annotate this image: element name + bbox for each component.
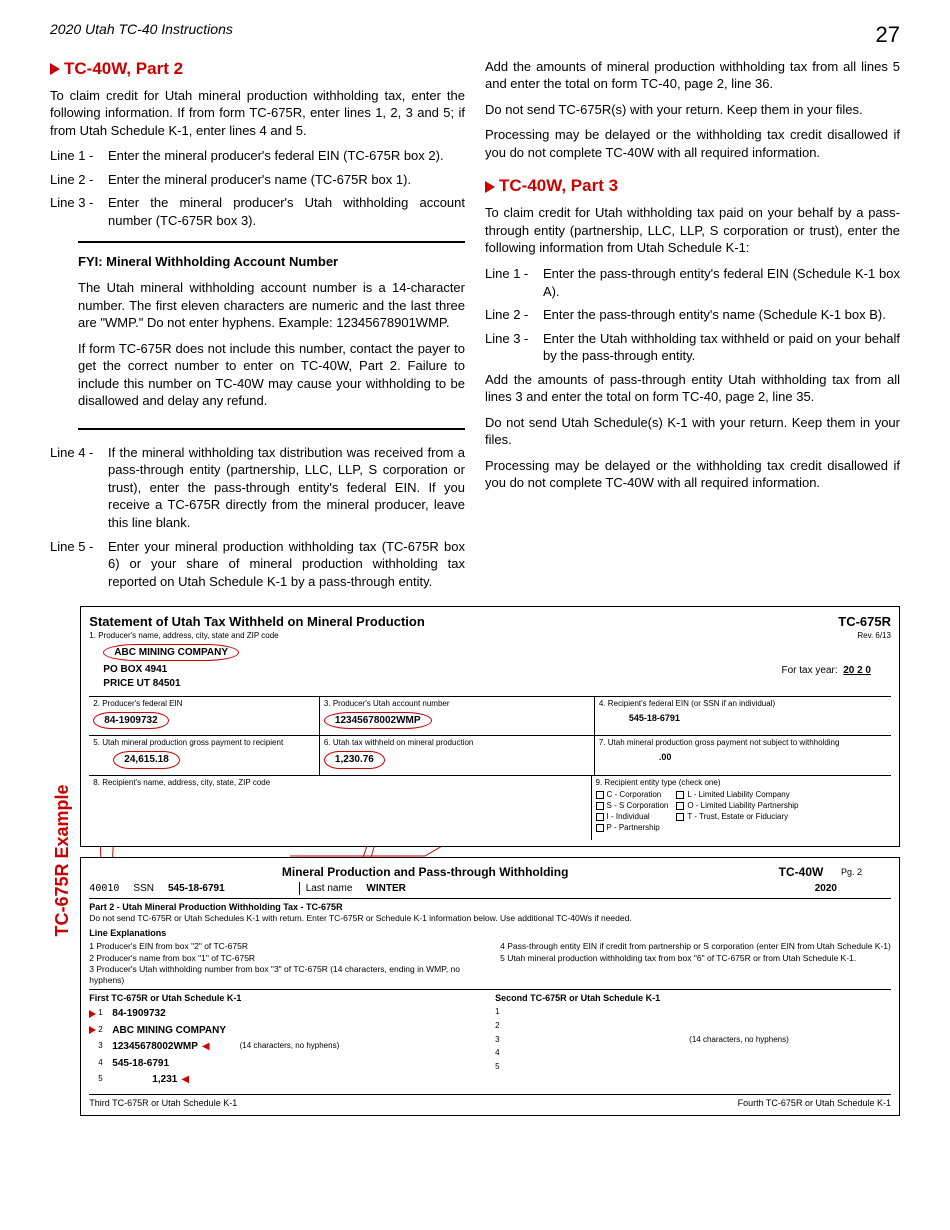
tc675r-code: TC-675R xyxy=(761,613,891,631)
line5-text: Enter your mineral production withholdin… xyxy=(108,538,465,591)
tc40w-pg: Pg. 2 xyxy=(841,866,891,878)
p3-line2-text: Enter the pass-through entity's name (Sc… xyxy=(543,306,900,324)
form-tc675r: Statement of Utah Tax Withheld on Minera… xyxy=(80,606,900,846)
line3-label: Line 3 - xyxy=(50,194,108,229)
p3-line1-label: Line 1 - xyxy=(485,265,543,300)
expl-r2: 5 Utah mineral production withholding ta… xyxy=(500,953,891,964)
fourth-hdr: Fourth TC-675R or Utah Schedule K-1 xyxy=(738,1097,891,1109)
box7-val: .00 xyxy=(659,752,672,762)
box2-label: 2. Producer's federal EIN xyxy=(93,699,315,710)
p3-line3-text: Enter the Utah withholding tax withheld … xyxy=(543,330,900,365)
tc40w-formcode: 40010 xyxy=(89,882,119,896)
part2-label: Part 2 - Utah Mineral Production Withhol… xyxy=(89,898,891,913)
entry-l3: 12345678002WMP xyxy=(112,1040,198,1054)
p3-line2-label: Line 2 - xyxy=(485,306,543,324)
box4-label: 4. Recipient's federal EIN (or SSN if an… xyxy=(599,699,887,710)
box6-label: 6. Utah tax withheld on mineral producti… xyxy=(324,738,590,749)
expl-r1: 4 Pass-through entity EIN if credit from… xyxy=(500,941,891,952)
right-p5: Do not send Utah Schedule(s) K-1 with yo… xyxy=(485,414,900,449)
entry-l2: ABC MINING COMPANY xyxy=(112,1024,226,1038)
box2-val: 84-1909732 xyxy=(93,712,168,730)
ssn-val: 545-18-6791 xyxy=(168,882,225,896)
example-label: TC-675R Example xyxy=(50,606,74,1116)
box5-label: 5. Utah mineral production gross payment… xyxy=(93,738,315,749)
tc40w-title: Mineral Production and Pass-through With… xyxy=(89,864,761,880)
box9-label: 9. Recipient entity type (check one) xyxy=(596,778,887,789)
line5-label: Line 5 - xyxy=(50,538,108,591)
entity-s: S - S Corporation xyxy=(607,801,669,810)
entry-l4: 545-18-6791 xyxy=(112,1057,169,1071)
part3-intro: To claim credit for Utah withholding tax… xyxy=(485,204,900,257)
entity-o: O - Limited Liability Partnership xyxy=(687,801,798,810)
entity-p: P - Partnership xyxy=(607,823,660,832)
expl-l1: 1 Producer's EIN from box "2" of TC-675R xyxy=(89,941,480,952)
doc-title: 2020 Utah TC-40 Instructions xyxy=(50,20,233,50)
box5-val: 24,615.18 xyxy=(113,751,180,769)
part2-intro: To claim credit for Utah mineral product… xyxy=(50,87,465,140)
second-hdr: Second TC-675R or Utah Schedule K-1 xyxy=(495,992,891,1004)
triangle-icon xyxy=(50,63,60,75)
lastname-label: Last name xyxy=(299,882,353,896)
entry-l5: 1,231 xyxy=(152,1073,177,1087)
line4-label: Line 4 - xyxy=(50,444,108,532)
expl-l3: 3 Producer's Utah withholding number fro… xyxy=(89,964,480,987)
box8-label: 8. Recipient's name, address, city, stat… xyxy=(93,778,586,789)
ssn-label: SSN xyxy=(133,882,154,896)
taxyear-label: For tax year: xyxy=(781,665,837,676)
box1-label: 1. Producer's name, address, city, state… xyxy=(89,631,425,642)
box6-val: 1,230.76 xyxy=(324,751,385,769)
tc40w-code: TC-40W xyxy=(761,864,841,880)
box7-label: 7. Utah mineral production gross payment… xyxy=(599,738,887,749)
line4-text: If the mineral withholding tax distribut… xyxy=(108,444,465,532)
box3-label: 3. Producer's Utah account number xyxy=(324,699,590,710)
form-tc40w: Mineral Production and Pass-through With… xyxy=(80,857,900,1116)
entry-l1: 84-1909732 xyxy=(112,1007,165,1021)
entity-i: I - Individual xyxy=(607,812,650,821)
line2-text: Enter the mineral producer's name (TC-67… xyxy=(108,171,465,189)
third-hdr: Third TC-675R or Utah Schedule K-1 xyxy=(89,1097,237,1109)
lastname-val: WINTER xyxy=(366,882,405,896)
p3-line3-label: Line 3 - xyxy=(485,330,543,365)
fyi-p2: If form TC-675R does not include this nu… xyxy=(78,340,465,410)
expl-title: Line Explanations xyxy=(89,927,891,939)
entity-l: L - Limited Liability Company xyxy=(687,790,789,799)
part2-note: Do not send TC-675R or Utah Schedules K-… xyxy=(89,913,891,924)
right-p6: Processing may be delayed or the withhol… xyxy=(485,457,900,492)
arrow-icon xyxy=(89,1026,96,1034)
section-tc40w-part3: TC-40W, Part 3 xyxy=(485,175,900,198)
triangle-icon xyxy=(485,181,495,193)
right-p4: Add the amounts of pass-through entity U… xyxy=(485,371,900,406)
fyi-title: FYI: Mineral Withholding Account Number xyxy=(78,253,465,271)
tc40w-year: 2020 xyxy=(815,882,837,896)
entity-t: T - Trust, Estate or Fiduciary xyxy=(687,812,788,821)
producer-addr1: PO BOX 4941 xyxy=(103,663,425,677)
box3-val: 12345678002WMP xyxy=(324,712,432,730)
section-tc40w-part2: TC-40W, Part 2 xyxy=(50,58,465,81)
arrow-icon xyxy=(89,1010,96,1018)
p3-line1-text: Enter the pass-through entity's federal … xyxy=(543,265,900,300)
entity-c: C - Corporation xyxy=(607,790,662,799)
tc675r-title: Statement of Utah Tax Withheld on Minera… xyxy=(89,613,425,631)
first-hdr: First TC-675R or Utah Schedule K-1 xyxy=(89,992,485,1004)
producer-addr2: PRICE UT 84501 xyxy=(103,677,425,691)
expl-l2: 2 Producer's name from box "1" of TC-675… xyxy=(89,953,480,964)
hint14-2: (14 characters, no hyphens) xyxy=(689,1035,789,1046)
taxyear: 20 2 0 xyxy=(843,665,871,676)
tc675r-rev: Rev. 6/13 xyxy=(761,631,891,642)
line2-label: Line 2 - xyxy=(50,171,108,189)
page-number: 27 xyxy=(876,20,900,50)
line1-text: Enter the mineral producer's federal EIN… xyxy=(108,147,465,165)
line3-text: Enter the mineral producer's Utah withho… xyxy=(108,194,465,229)
fyi-box: FYI: Mineral Withholding Account Number … xyxy=(78,241,465,429)
fyi-p1: The Utah mineral withholding account num… xyxy=(78,279,465,332)
hint14-1: (14 characters, no hyphens) xyxy=(240,1041,340,1052)
right-p3: Processing may be delayed or the withhol… xyxy=(485,126,900,161)
line1-label: Line 1 - xyxy=(50,147,108,165)
right-p2: Do not send TC-675R(s) with your return.… xyxy=(485,101,900,119)
producer-name: ABC MINING COMPANY xyxy=(103,644,239,662)
box4-val: 545-18-6791 xyxy=(629,713,680,723)
right-p1: Add the amounts of mineral production wi… xyxy=(485,58,900,93)
